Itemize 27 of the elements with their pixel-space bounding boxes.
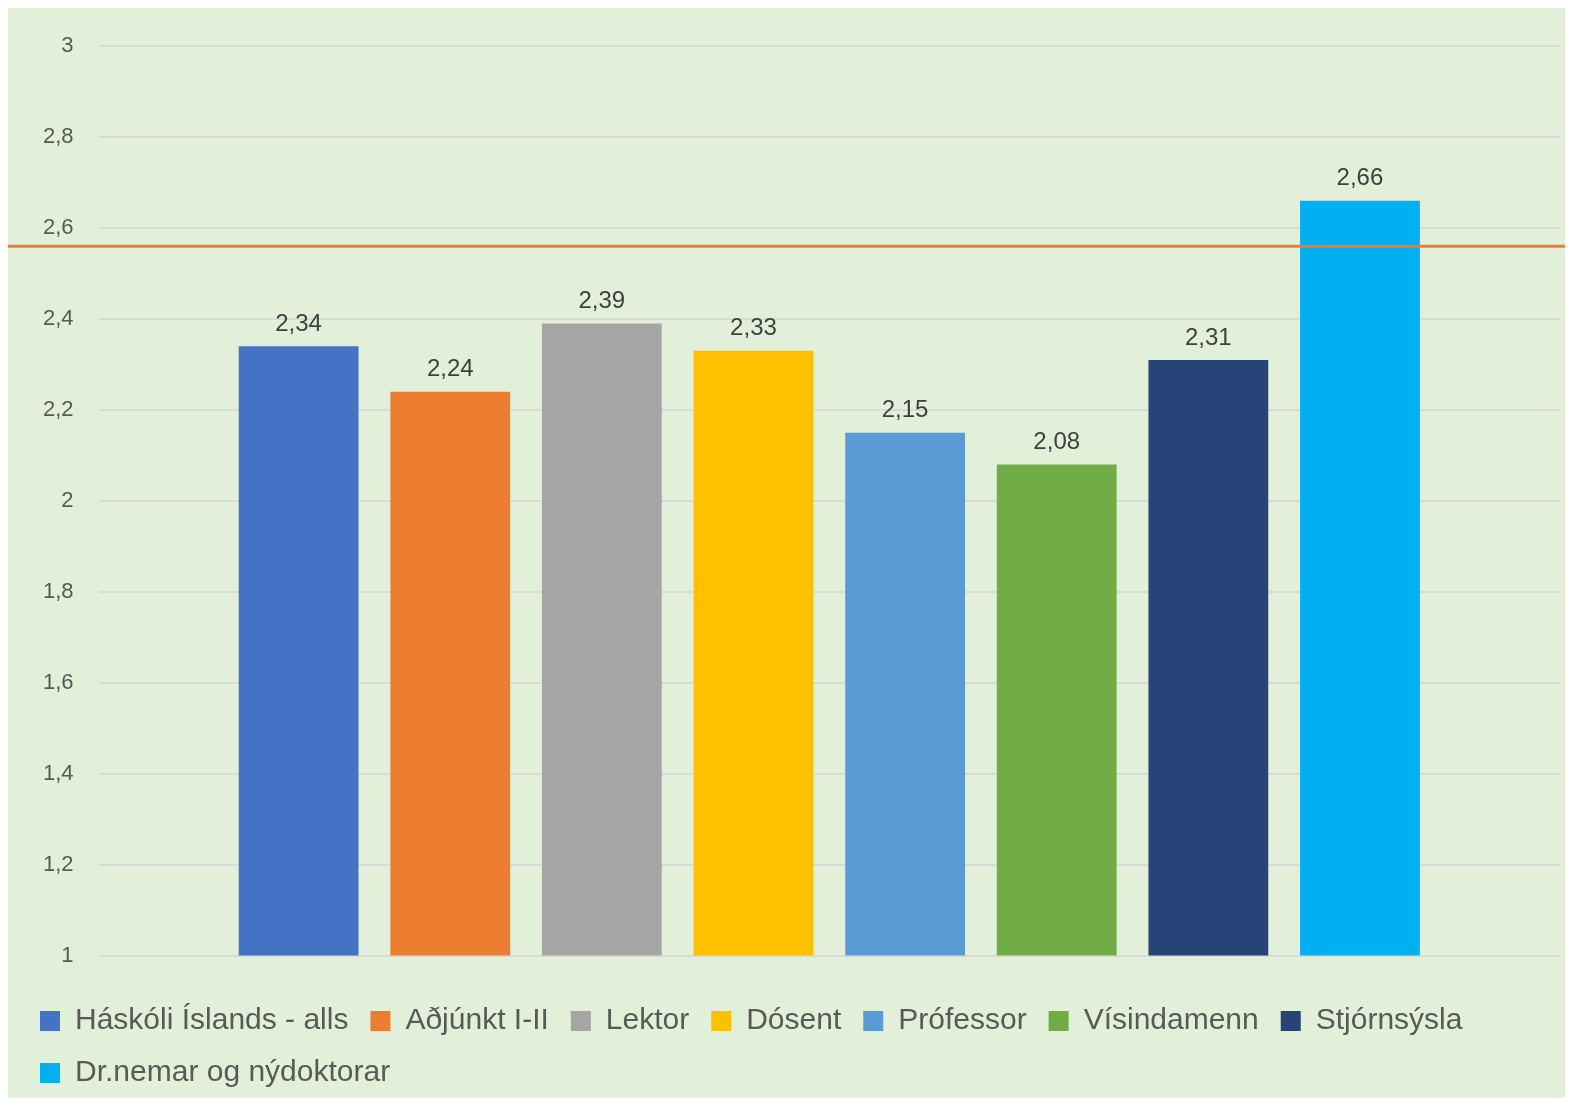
y-tick-label: 1,8 [42, 577, 74, 603]
y-tick-label: 1,6 [42, 668, 74, 694]
data-label: 2,15 [881, 395, 929, 423]
legend-label: Aðjúnkt I-II [405, 1002, 549, 1036]
data-label: 2,39 [578, 286, 626, 314]
legend-label: Dósent [746, 1002, 842, 1036]
data-label: 2,66 [1336, 163, 1384, 191]
y-tick-label: 2 [61, 486, 74, 512]
y-tick-label: 2,2 [42, 396, 74, 422]
data-label: 2,33 [730, 313, 777, 341]
y-tick-label: 1 [61, 941, 74, 967]
y-tick-label: 2,6 [42, 214, 74, 240]
legend-label: Stjórnsýsla [1315, 1002, 1463, 1036]
legend-label: Vísindamenn [1083, 1002, 1259, 1036]
data-label: 2,08 [1033, 427, 1081, 455]
y-tick-label: 2,8 [42, 123, 74, 149]
legend-label: Prófessor [898, 1002, 1027, 1036]
legend-label: Háskóli Íslands - alls [75, 1002, 349, 1036]
data-label: 2,24 [426, 354, 474, 382]
legend-label: Lektor [605, 1002, 690, 1036]
data-label: 2,34 [275, 308, 322, 336]
legend-label: Dr.nemar og nýdoktorar [75, 1054, 391, 1088]
y-tick-label: 3 [61, 32, 74, 58]
y-tick-label: 1,4 [42, 759, 74, 785]
y-tick-label: 1,2 [42, 850, 74, 876]
y-tick-label: 2,4 [42, 305, 74, 331]
data-label: 2,31 [1184, 322, 1232, 350]
